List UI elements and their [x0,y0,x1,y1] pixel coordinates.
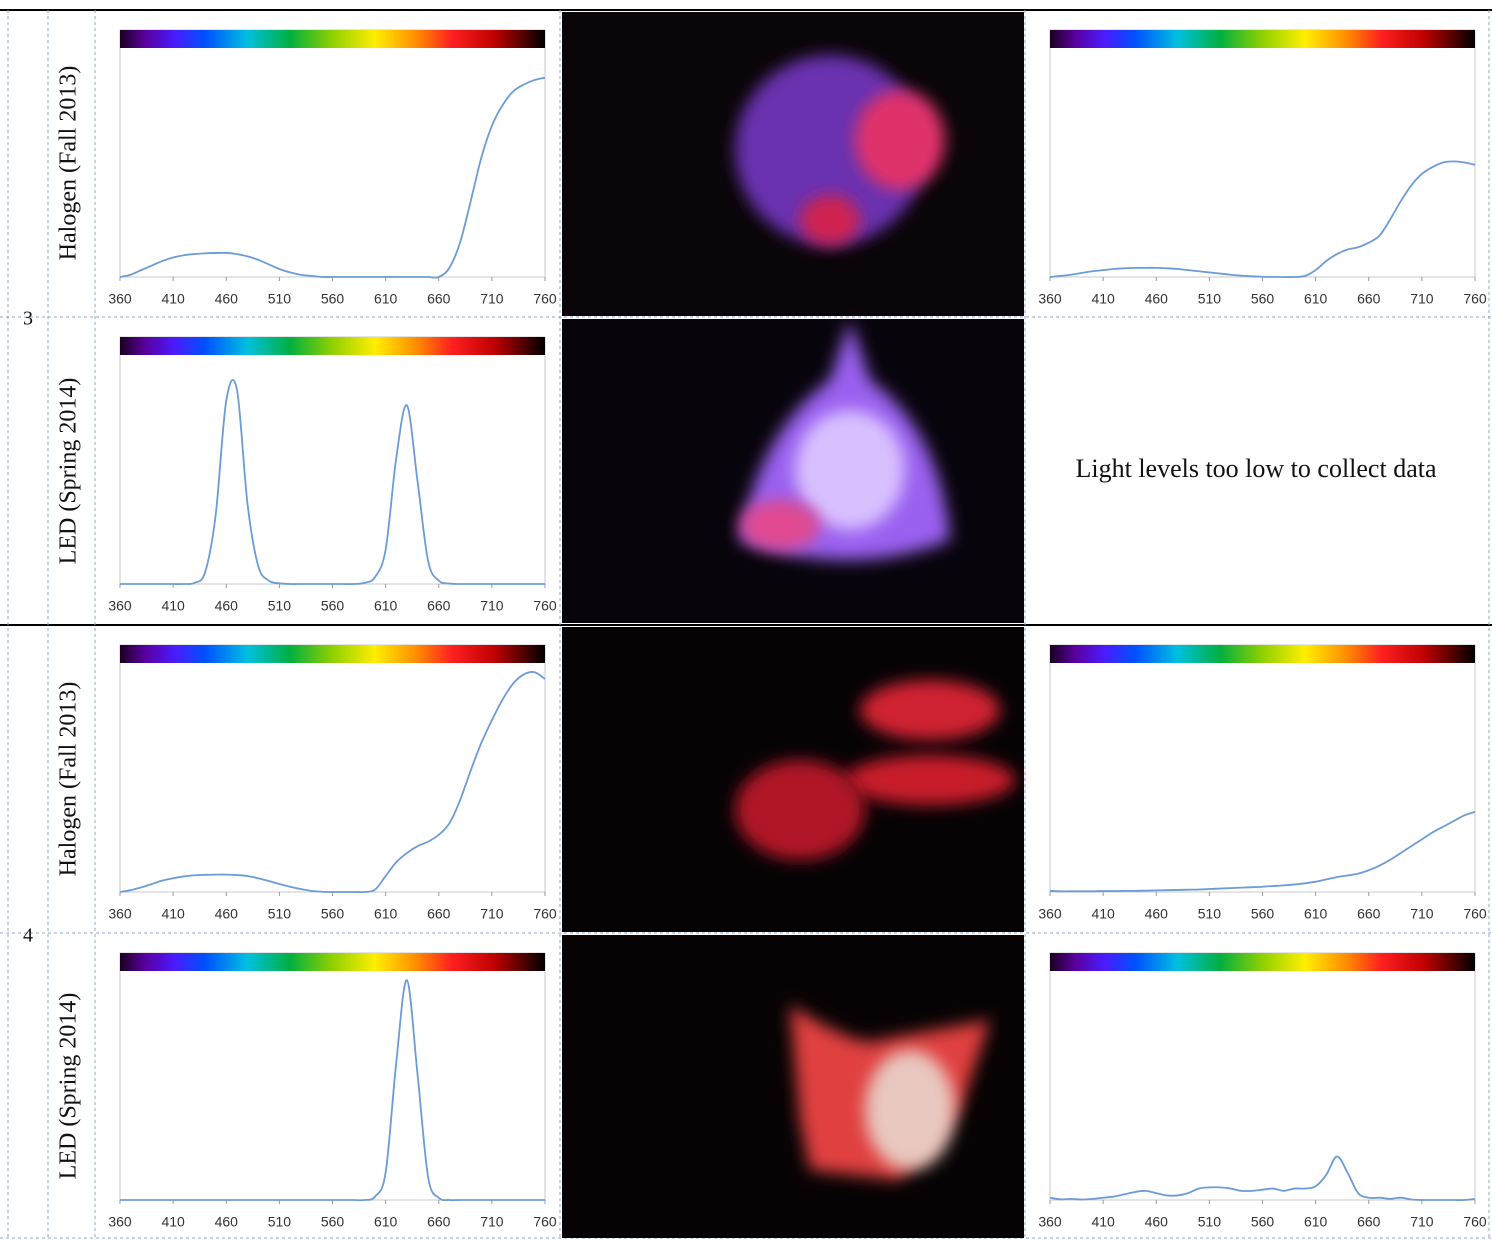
photos [562,12,1024,1238]
x-tick-label: 460 [215,1214,239,1230]
spectrum-bar [120,645,545,663]
row-label: Halogen (Fall 2013) [56,682,82,877]
plot-frame [119,29,546,278]
x-tick-label: 460 [1145,1214,1169,1230]
x-tick-label: 360 [1038,1214,1062,1230]
spectrum-bar [1050,645,1475,663]
x-tick-label: 410 [161,598,185,614]
x-tick-label: 460 [1145,291,1169,307]
spectrum-line [1049,160,1476,278]
x-tick-label: 710 [480,1214,504,1230]
spectrum-line [1049,810,1476,893]
x-tick-label: 510 [1198,1214,1222,1230]
x-tick-label: 410 [1091,906,1115,922]
plot-frame [1049,29,1476,278]
spectrum-line [120,378,545,585]
x-tick-label: 510 [1198,906,1222,922]
row-label: LED (Spring 2014) [56,378,82,565]
x-tick-label: 460 [215,906,239,922]
spectrum-bar [1050,30,1475,48]
x-tick-label: 410 [1091,291,1115,307]
x-tick-label: 710 [480,906,504,922]
spectrum-bar [120,30,545,48]
x-tick-label: 710 [480,291,504,307]
x-tick-label: 410 [161,291,185,307]
x-tick-label: 760 [533,291,557,307]
x-tick-label: 510 [268,291,292,307]
spectrum-bar [120,337,545,355]
x-tick-label: 660 [427,1214,451,1230]
spectrum-bar [120,953,545,971]
x-tick-label: 360 [1038,291,1062,307]
x-tick-label: 460 [1145,906,1169,922]
x-tick-label: 510 [1198,291,1222,307]
x-tick-label: 510 [268,1214,292,1230]
x-tick-label: 610 [374,598,398,614]
x-tick-label: 710 [1410,906,1434,922]
x-tick-label: 410 [161,906,185,922]
x-tick-label: 760 [533,906,557,922]
row-label: LED (Spring 2014) [56,993,82,1180]
plot-frame [119,952,546,1201]
x-tick-label: 360 [108,1214,132,1230]
x-tick-label: 760 [533,598,557,614]
x-tick-label: 410 [161,1214,185,1230]
x-tick-label: 610 [374,1214,398,1230]
x-tick-label: 660 [427,291,451,307]
x-tick-label: 660 [427,598,451,614]
spectrum-line [1049,1155,1476,1201]
group-number: 3 [23,308,33,330]
x-tick-label: 410 [1091,1214,1115,1230]
x-tick-label: 610 [1304,291,1328,307]
x-tick-label: 560 [1251,1214,1275,1230]
x-tick-label: 760 [1463,291,1487,307]
x-tick-label: 560 [321,598,345,614]
x-tick-label: 560 [321,1214,345,1230]
x-tick-label: 760 [533,1214,557,1230]
x-tick-label: 660 [427,906,451,922]
x-tick-label: 610 [374,906,398,922]
x-tick-label: 510 [268,906,292,922]
spectrum-line [119,76,546,279]
x-tick-label: 560 [1251,906,1275,922]
plot-frame [119,644,546,893]
x-tick-label: 360 [1038,906,1062,922]
group-number: 4 [23,925,33,947]
x-tick-label: 660 [1357,906,1381,922]
x-tick-label: 610 [374,291,398,307]
spectrum-bar [1050,953,1475,971]
x-tick-label: 560 [1251,291,1275,307]
row-label: Halogen (Fall 2013) [56,66,82,261]
x-tick-label: 610 [1304,1214,1328,1230]
x-tick-label: 460 [215,598,239,614]
x-tick-label: 610 [1304,906,1328,922]
x-tick-label: 360 [108,906,132,922]
plot-frame [1049,644,1476,893]
x-tick-label: 760 [1463,1214,1487,1230]
x-tick-label: 710 [480,598,504,614]
x-tick-label: 660 [1357,1214,1381,1230]
x-tick-label: 360 [108,291,132,307]
plot-frame [1049,952,1476,1201]
x-tick-label: 710 [1410,1214,1434,1230]
x-tick-label: 360 [108,598,132,614]
spectrum-line [119,671,546,894]
x-tick-label: 760 [1463,906,1487,922]
no-data-note: Light levels too low to collect data [1075,454,1436,483]
x-tick-label: 510 [268,598,292,614]
x-tick-label: 560 [321,291,345,307]
spectrum-line [119,979,545,1202]
row-labels: 3 4 Halogen (Fall 2013) LED (Spring 2014… [23,66,1437,1180]
x-tick-label: 560 [321,906,345,922]
x-tick-label: 660 [1357,291,1381,307]
x-tick-label: 710 [1410,291,1434,307]
plot-frame [119,336,546,585]
x-tick-label: 460 [215,291,239,307]
